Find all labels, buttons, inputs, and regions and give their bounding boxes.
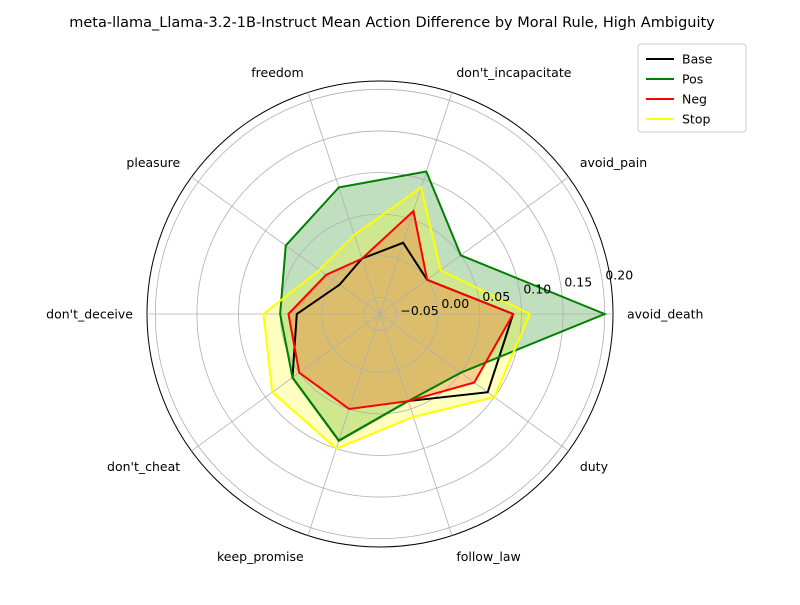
legend-label-stop: Stop <box>682 112 710 127</box>
axis-label-9: duty <box>580 459 609 474</box>
angular-gridline <box>379 313 453 536</box>
axis-label-8: follow_law <box>456 549 520 564</box>
legend-label-base: Base <box>682 52 713 67</box>
radial-tick-label: −0.05 <box>400 303 438 318</box>
legend-label-neg: Neg <box>682 92 707 107</box>
series-line-pos <box>279 170 608 442</box>
axis-label-1: avoid_pain <box>580 155 647 170</box>
series-fill-neg <box>288 211 514 409</box>
chart-title: meta-llama_Llama-3.2-1B-Instruct Mean Ac… <box>69 15 715 31</box>
axis-label-5: don't_deceive <box>46 307 133 322</box>
axis-label-4: pleasure <box>126 155 180 170</box>
radial-tick-label: 0.20 <box>605 267 633 282</box>
series-fill-stop <box>263 187 530 449</box>
axis-label-0: avoid_death <box>627 307 703 322</box>
axis-label-6: don't_cheat <box>107 459 180 474</box>
axis-label-2: don't_incapacitate <box>456 65 571 80</box>
legend-box <box>637 43 747 133</box>
series-line-base <box>291 241 515 442</box>
radial-tick-label: 0.00 <box>441 296 469 311</box>
axis-label-3: freedom <box>251 65 303 80</box>
series-line-neg <box>287 209 515 411</box>
legend-label-pos: Pos <box>682 72 703 87</box>
angular-gridline <box>379 176 569 315</box>
radial-tick-label: 0.15 <box>564 275 592 290</box>
angular-gridline <box>191 313 381 452</box>
series-fill-pos <box>280 171 605 441</box>
series-line-stop <box>262 185 532 450</box>
radial-tick-label: 0.05 <box>482 289 510 304</box>
radial-tick-label: 0.10 <box>523 282 551 297</box>
axis-label-7: keep_promise <box>217 549 304 564</box>
angular-gridline <box>307 92 381 315</box>
angular-gridline <box>307 313 381 536</box>
angular-gridline <box>379 92 453 315</box>
